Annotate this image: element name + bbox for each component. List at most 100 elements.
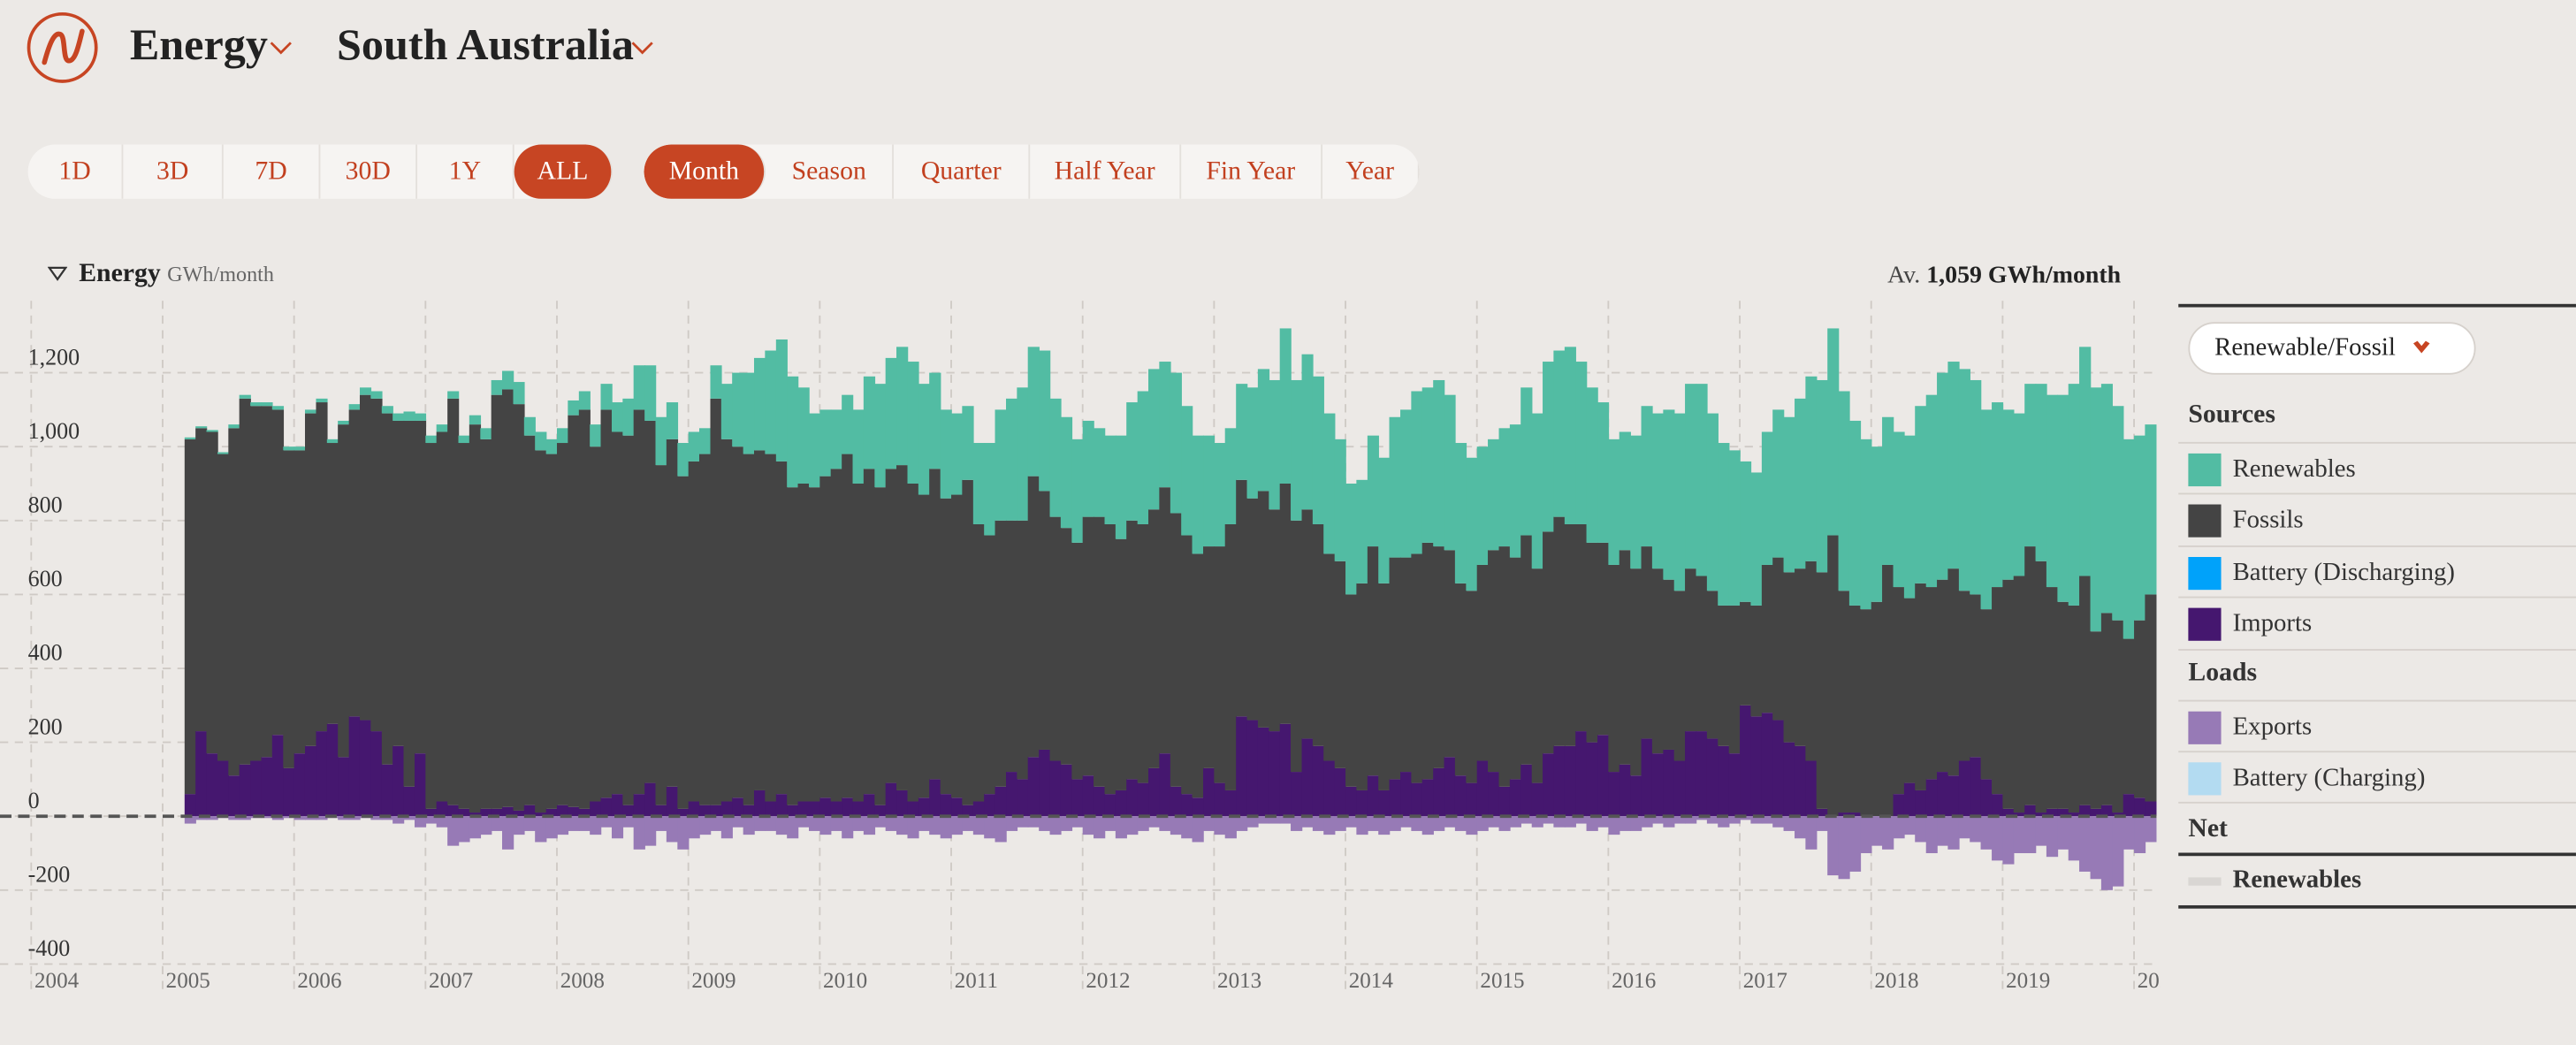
bar-segment bbox=[184, 794, 196, 817]
toggle-button[interactable]: 30D bbox=[320, 144, 418, 199]
bar-segment bbox=[1236, 384, 1248, 480]
bar-segment bbox=[545, 454, 558, 809]
legend-item[interactable]: Renewables bbox=[2178, 852, 2576, 909]
bar-segment bbox=[491, 808, 503, 817]
toggle-button[interactable]: Season bbox=[766, 144, 895, 199]
bar-segment bbox=[1269, 816, 1281, 824]
legend-item[interactable]: Exports bbox=[2178, 699, 2576, 752]
bar-segment bbox=[1269, 379, 1281, 510]
bar-segment bbox=[1706, 591, 1719, 739]
bar-segment bbox=[293, 450, 306, 754]
toggle-button[interactable]: 1D bbox=[28, 144, 124, 199]
bar-segment bbox=[918, 384, 930, 495]
legend-item[interactable]: Imports bbox=[2178, 596, 2576, 649]
bar-segment bbox=[1608, 816, 1620, 835]
bar-segment bbox=[720, 384, 733, 439]
bar-segment bbox=[458, 443, 470, 809]
toggle-button[interactable]: 7D bbox=[224, 144, 321, 199]
bar-segment bbox=[1433, 546, 1445, 768]
bar-segment bbox=[688, 431, 700, 461]
bar-segment bbox=[962, 805, 974, 817]
bar-segment bbox=[1488, 550, 1500, 773]
y-tick-label: 600 bbox=[28, 566, 63, 591]
bar-segment bbox=[1740, 461, 1752, 602]
bar-segment bbox=[1718, 816, 1730, 828]
x-tick-label: 2008 bbox=[560, 969, 605, 993]
bar-segment bbox=[1291, 816, 1303, 831]
bar-segment bbox=[1323, 816, 1336, 835]
bar-segment bbox=[1608, 564, 1620, 773]
bar-segment bbox=[874, 487, 887, 805]
toggle-button[interactable]: Month bbox=[644, 144, 766, 199]
toggle-button[interactable]: ALL bbox=[514, 144, 614, 199]
bar-segment bbox=[2100, 613, 2113, 805]
bar-segment bbox=[2112, 620, 2124, 813]
chart-unit: GWh/month bbox=[167, 261, 274, 286]
bar-segment bbox=[1641, 738, 1653, 817]
toggle-button[interactable]: 1Y bbox=[417, 144, 514, 199]
bar-segment bbox=[1345, 816, 1358, 828]
bar-segment bbox=[1816, 379, 1828, 573]
bar-segment bbox=[381, 406, 393, 414]
bar-segment bbox=[513, 382, 525, 405]
bar-segment bbox=[1903, 598, 1916, 783]
bar-segment bbox=[1378, 789, 1391, 817]
bar-segment bbox=[995, 520, 1007, 787]
bar-segment bbox=[1006, 816, 1018, 831]
bar-segment bbox=[743, 372, 755, 454]
collapse-icon[interactable] bbox=[47, 266, 68, 283]
bar-segment bbox=[655, 416, 667, 466]
bar-segment bbox=[995, 816, 1007, 843]
bar-segment bbox=[1740, 601, 1752, 706]
region-title[interactable]: South Australia bbox=[336, 19, 634, 70]
toggle-button[interactable]: Year bbox=[1322, 144, 1420, 199]
bar-segment bbox=[1148, 816, 1161, 828]
bar-segment bbox=[1476, 446, 1489, 565]
dropdown[interactable]: Renewable/Fossil bbox=[2188, 322, 2476, 375]
legend-item[interactable]: Battery (Discharging) bbox=[2178, 545, 2576, 598]
bar-segment bbox=[842, 816, 854, 839]
y-tick-label: -200 bbox=[28, 862, 71, 888]
bar-segment bbox=[1323, 553, 1336, 761]
menu-title[interactable]: Energy bbox=[129, 19, 268, 70]
logo[interactable] bbox=[27, 11, 101, 86]
y-tick-label: 0 bbox=[28, 788, 40, 813]
bar-segment bbox=[447, 391, 460, 399]
legend-item[interactable]: Battery (Charging) bbox=[2178, 751, 2576, 803]
bar-segment bbox=[1663, 409, 1675, 580]
bar-segment bbox=[1279, 816, 1292, 824]
bar-segment bbox=[1509, 816, 1521, 828]
bar-segment bbox=[502, 816, 514, 850]
bar-segment bbox=[1564, 816, 1576, 828]
bar-segment bbox=[1488, 439, 1500, 551]
bar-segment bbox=[1104, 435, 1117, 524]
bar-segment bbox=[1082, 516, 1094, 776]
legend-item[interactable]: Renewables bbox=[2178, 441, 2576, 494]
swatch bbox=[2188, 876, 2222, 885]
legend-item[interactable]: Fossils bbox=[2178, 492, 2576, 545]
bar-segment bbox=[568, 400, 580, 416]
toggle-button[interactable]: Half Year bbox=[1030, 144, 1181, 199]
bar-segment bbox=[1685, 568, 1697, 732]
bar-segment bbox=[304, 745, 317, 817]
y-tick-label: 800 bbox=[28, 492, 63, 518]
toggle-button[interactable]: Fin Year bbox=[1181, 144, 1322, 199]
bar-segment bbox=[545, 808, 558, 817]
legend-label: Imports bbox=[2232, 608, 2313, 637]
bar-segment bbox=[929, 469, 941, 780]
bar-segment bbox=[2035, 561, 2047, 813]
bar-segment bbox=[1192, 816, 1204, 843]
bar-segment bbox=[403, 411, 415, 421]
bar-segment bbox=[1017, 816, 1029, 828]
toggle-button[interactable]: Quarter bbox=[894, 144, 1031, 199]
bar-segment bbox=[1433, 816, 1445, 831]
bar-segment bbox=[940, 498, 952, 795]
bar-segment bbox=[1630, 435, 1642, 569]
bar-segment bbox=[458, 816, 470, 843]
bar-segment bbox=[469, 424, 482, 813]
bar-segment bbox=[1203, 546, 1216, 768]
bar-segment bbox=[1586, 742, 1598, 817]
toggle-button[interactable]: 3D bbox=[123, 144, 224, 199]
bar-segment bbox=[535, 450, 547, 813]
bar-segment bbox=[1740, 705, 1752, 817]
